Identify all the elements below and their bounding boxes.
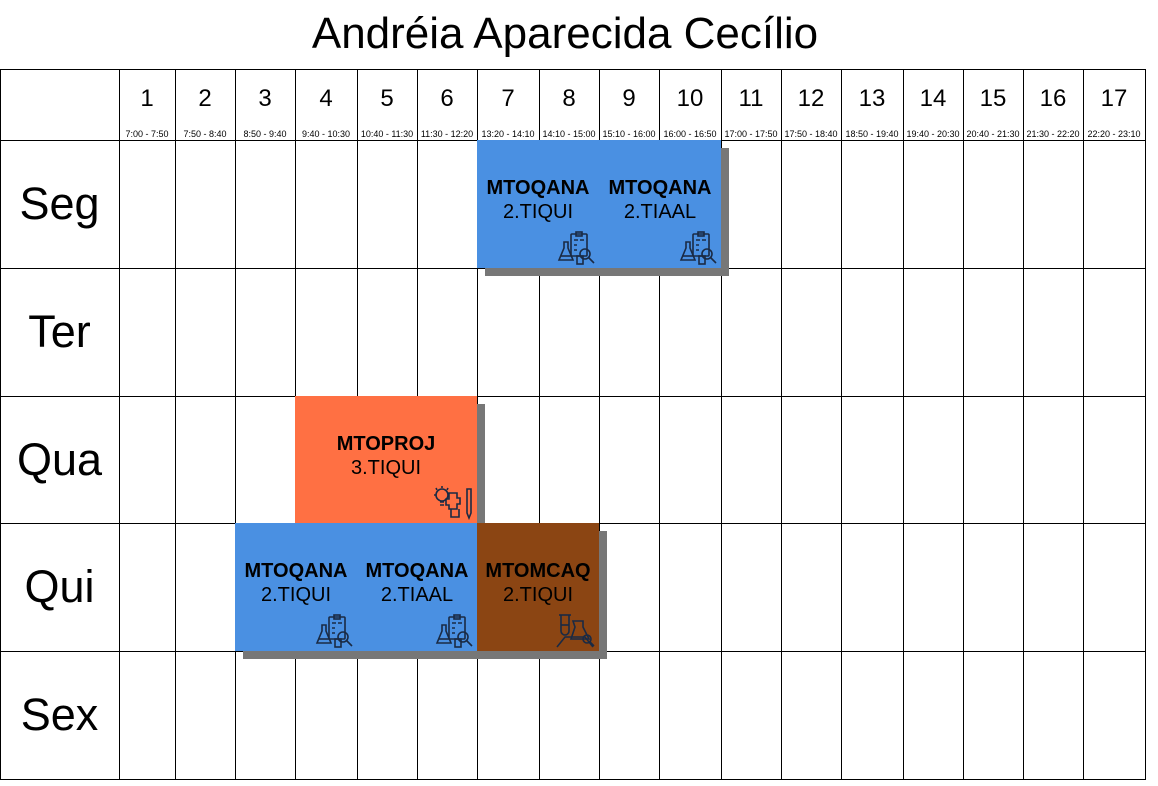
period-number: 9 — [622, 85, 636, 112]
chemistry-lab-icon — [555, 613, 597, 649]
period-number: 16 — [1039, 85, 1067, 112]
period-time: 20:40 - 21:30 — [966, 129, 1020, 139]
period-time: 10:40 - 11:30 — [360, 129, 414, 139]
grid-column-line — [235, 69, 236, 780]
period-number: 6 — [440, 85, 454, 112]
lesson-block[interactable]: MTOQANA 2.TIAAL — [599, 140, 721, 268]
lesson-class: 2.TIQUI — [260, 584, 331, 606]
grid-column-line — [1023, 69, 1024, 780]
period-number: 5 — [380, 85, 394, 112]
grid-column-line — [963, 69, 964, 780]
period-time: 17:00 - 17:50 — [724, 129, 778, 139]
lesson-block[interactable]: MTOQANA 2.TIQUI — [477, 140, 599, 268]
grid-column-line — [599, 69, 600, 780]
lesson-code: MTOMCAQ — [485, 560, 591, 582]
lesson-block[interactable]: MTOQANA 2.TIAAL — [357, 523, 477, 651]
period-number: 7 — [501, 85, 515, 112]
grid-column-line — [903, 69, 904, 780]
period-number: 4 — [319, 85, 333, 112]
period-time: 22:20 - 23:10 — [1087, 129, 1141, 139]
grid-column-line — [721, 69, 722, 780]
day-label: Qua — [16, 433, 103, 485]
project-idea-icon — [433, 485, 475, 521]
period-number: 8 — [562, 85, 576, 112]
period-number: 11 — [738, 85, 764, 112]
period-time: 13:20 - 14:10 — [481, 129, 535, 139]
period-number: 1 — [140, 85, 154, 112]
lesson-code: MTOQANA — [365, 560, 469, 582]
period-time: 21:30 - 22:20 — [1026, 129, 1080, 139]
lesson-code: MTOQANA — [486, 177, 590, 199]
lab-analysis-icon — [677, 230, 719, 266]
period-time: 7:00 - 7:50 — [125, 129, 169, 139]
lab-analysis-icon — [555, 230, 597, 266]
grid-row-line — [0, 69, 1146, 70]
period-time: 7:50 - 8:40 — [183, 129, 227, 139]
lesson-block[interactable]: MTOPROJ 3.TIQUI — [295, 396, 477, 523]
lesson-code: MTOPROJ — [336, 432, 436, 455]
day-label: Seg — [19, 178, 100, 229]
period-time: 18:50 - 19:40 — [845, 129, 899, 139]
period-number: 13 — [858, 85, 886, 112]
grid-column-line — [119, 69, 120, 780]
lesson-code: MTOQANA — [244, 560, 348, 582]
day-label: Ter — [28, 306, 91, 357]
lesson-class: 2.TIAAL — [623, 201, 697, 223]
lesson-class: 2.TIQUI — [502, 201, 573, 223]
period-time: 19:40 - 20:30 — [906, 129, 960, 139]
grid-column-line — [781, 69, 782, 780]
lesson-code: MTOQANA — [608, 177, 712, 199]
page-title: Andréia Aparecida Cecílio — [311, 9, 819, 58]
lesson-block[interactable]: MTOMCAQ 2.TIQUI — [477, 523, 599, 651]
grid-column-line — [539, 69, 540, 780]
period-number: 3 — [258, 85, 272, 112]
grid-column-line — [841, 69, 842, 780]
grid-column-line — [175, 69, 176, 780]
period-time: 9:40 - 10:30 — [301, 129, 351, 139]
period-number: 2 — [198, 85, 212, 112]
period-time: 11:30 - 12:20 — [420, 129, 474, 139]
grid-row-line — [0, 396, 1146, 397]
day-label: Sex — [20, 689, 99, 740]
lab-analysis-icon — [433, 613, 475, 649]
lesson-class: 2.TIQUI — [502, 584, 573, 606]
period-time: 15:10 - 16:00 — [602, 129, 656, 139]
grid-column-line — [659, 69, 660, 780]
period-number: 10 — [676, 85, 704, 112]
grid-row-line — [0, 779, 1146, 780]
period-number: 15 — [979, 85, 1007, 112]
period-time: 16:00 - 16:50 — [663, 129, 717, 139]
period-number: 14 — [919, 85, 947, 112]
period-time: 17:50 - 18:40 — [784, 129, 838, 139]
lesson-class: 2.TIAAL — [380, 584, 454, 606]
lesson-class: 3.TIQUI — [350, 456, 421, 479]
lesson-block[interactable]: MTOQANA 2.TIQUI — [235, 523, 357, 651]
grid-column-line — [1145, 69, 1146, 780]
period-number: 12 — [797, 85, 825, 112]
grid-column-line — [0, 69, 1, 780]
grid-column-line — [1083, 69, 1084, 780]
period-number: 17 — [1100, 85, 1128, 112]
day-label: Qui — [24, 561, 95, 612]
period-time: 8:50 - 9:40 — [243, 129, 287, 139]
lab-analysis-icon — [313, 613, 355, 649]
period-time: 14:10 - 15:00 — [542, 129, 596, 139]
